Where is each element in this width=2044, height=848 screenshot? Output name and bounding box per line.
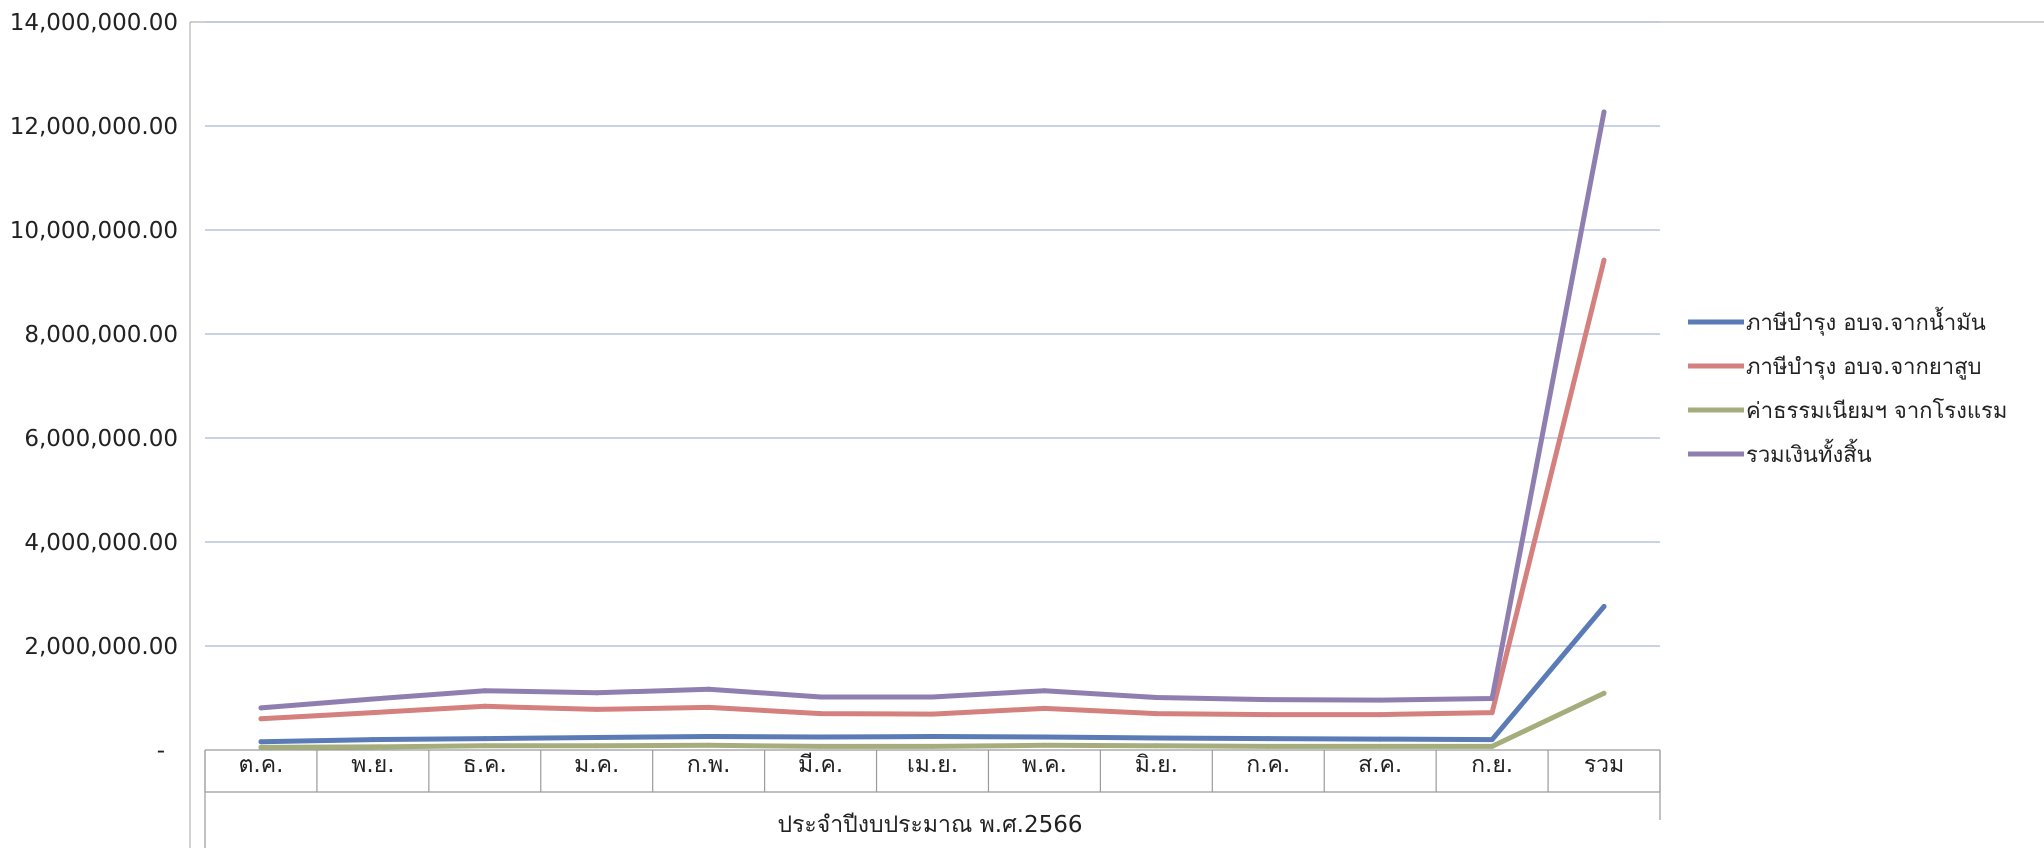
series-2-point [1153,711,1159,717]
legend-label: ภาษีบำรุง อบจ.จากยาสูบ [1746,355,1982,380]
y-tick-label: 8,000,000.00 [24,322,178,348]
series-1-point [370,737,376,743]
x-tick-label: ต.ค. [238,752,283,778]
y-tick-label: - [157,738,165,764]
series-lines [258,109,1607,750]
series-2-point [818,711,824,717]
series-3-point [1041,742,1047,748]
series-1-point [1153,735,1159,741]
series-line-1 [258,604,1607,745]
series-2-point [258,716,264,722]
series-1-point [258,739,264,745]
series-2-point [370,710,376,716]
legend-label: รวมเงินทั้งสิ้น [1746,439,1872,468]
series-2-point [930,711,935,717]
y-tick-label: 4,000,000.00 [24,530,178,556]
series-3-point [930,743,935,749]
series-3-point [1377,743,1383,749]
series-1-point [818,734,824,740]
x-tick-label: ก.พ. [687,752,731,778]
series-1-point [482,736,488,742]
series-1-point [1377,736,1383,742]
series-2-point [482,703,488,709]
x-tick-label: พ.ค. [1022,752,1067,778]
series-3-point [1265,743,1271,749]
series-4-point [818,694,824,700]
series-4-point [1153,695,1159,700]
series-3-point [1601,690,1607,696]
series-4-point [1377,697,1383,703]
x-axis: ต.ค. พ.ย. ธ.ค. ม.ค. ก.พ. มี.ค. เม.ย. พ.ค. มิ.ย. ก… [204,749,1661,848]
y-tick-label: 12,000,000.00 [10,114,178,140]
gridlines [205,21,1660,647]
legend-label: ค่าธรรมเนียมฯ จากโรงแรม [1746,398,2007,424]
series-1-point [1265,736,1271,742]
x-tick-label: ม.ค. [574,752,619,778]
series-4-point [706,686,712,692]
x-tick-label: มี.ค. [798,752,843,778]
series-4-point [1265,697,1271,703]
series-3-point [258,744,264,750]
series-2-point [706,704,712,710]
series-2-point [1041,705,1047,711]
series-2-point [1377,712,1383,718]
series-3-point [706,742,712,748]
x-tick-label: ส.ค. [1358,752,1402,778]
x-tick-label: เม.ย. [907,752,958,778]
x-tick-label: มิ.ย. [1135,752,1178,778]
series-3-point [818,743,824,749]
x-tick-label: ธ.ค. [463,752,507,778]
y-tick-label: 10,000,000.00 [10,218,178,244]
series-3-point [594,743,600,749]
series-1-point [1489,737,1495,743]
chart-frame [189,21,2044,848]
x-tick-label: พ.ย. [351,752,394,778]
series-4-point [1041,688,1047,694]
series-3-point [1489,743,1495,749]
series-line-2 [258,257,1607,722]
series-3-point [482,743,488,749]
series-line-4 [258,109,1607,711]
y-tick-label: 14,000,000.00 [10,10,178,36]
series-1-point [1041,734,1047,740]
series-4-point [370,696,376,702]
y-tick-label: 6,000,000.00 [24,426,178,452]
series-4-point [482,688,488,694]
series-4-point [1489,696,1495,701]
series-2-point [1489,710,1495,716]
series-2-point [1265,712,1271,718]
series-4-point [258,705,264,711]
x-tick-label: รวม [1584,752,1624,778]
legend-label: ภาษีบำรุง อบจ.จากน้ำมัน [1746,307,1986,336]
series-4-point [930,694,935,700]
y-tick-label: 2,000,000.00 [24,634,178,660]
x-tick-label: ก.ค. [1246,752,1290,778]
series-4-point [594,690,600,696]
series-4-point [1601,109,1607,115]
series-1-point [930,734,935,739]
y-axis: - 2,000,000.00 4,000,000.00 6,000,000.00 8,0… [10,10,178,764]
series-2-point [594,706,600,712]
series-1-point [1601,604,1607,609]
series-3-point [370,744,376,750]
series-2-point [1601,257,1607,263]
series-1-point [594,735,600,740]
x-tick-label: ก.ย. [1471,752,1513,778]
x-axis-title: ประจำปีงบประมาณ พ.ศ.2566 [777,812,1082,838]
series-1-point [706,734,712,739]
series-3-point [1153,743,1159,749]
